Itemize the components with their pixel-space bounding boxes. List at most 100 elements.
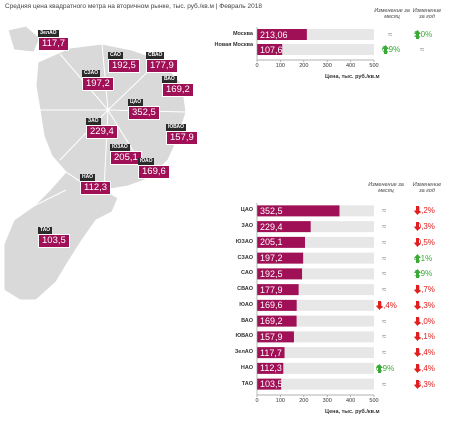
- month-change-flat: ≈: [388, 30, 393, 39]
- year-change-value: -1,3%: [414, 300, 435, 310]
- map-district-name: ТАО: [38, 227, 53, 234]
- year-change-flat: ≈: [420, 45, 425, 54]
- arrow-down-icon: [414, 300, 421, 310]
- x-axis-title: Цена, тыс. руб./кв.м: [325, 409, 380, 415]
- change-text: -1,0%: [414, 316, 435, 326]
- category-label: СВАО: [237, 286, 253, 293]
- map-district-value: 117,7: [38, 37, 70, 51]
- category-label: ЮЗАО: [235, 238, 253, 245]
- x-axis-title: Цена, тыс. руб./кв.м: [325, 74, 380, 80]
- year-change-value: 1,9%: [414, 269, 433, 279]
- bar-value-label: 192,5: [260, 268, 283, 279]
- map-label-6: ЗАО 229,4: [86, 118, 118, 139]
- arrow-up-icon: [414, 30, 421, 39]
- bar-value-label: 107,6: [260, 44, 283, 55]
- map-label-3: СЗАО 197,2: [82, 70, 114, 91]
- map-label-0: ЗелАО 117,7: [38, 30, 70, 51]
- map-district-value: 192,5: [108, 59, 140, 73]
- category-label: ЮАО: [239, 301, 253, 308]
- year-change-value: -3,3%: [414, 379, 435, 389]
- bar-value-label: 169,2: [260, 316, 283, 327]
- change-text: -1,4%: [414, 348, 435, 358]
- month-change-flat: ≈: [382, 379, 387, 389]
- map-district-value: 103,5: [38, 234, 70, 248]
- month-change-flat: ≈: [382, 237, 387, 247]
- bar-value-label: 169,6: [260, 300, 283, 311]
- x-tick-label: 0: [255, 63, 259, 69]
- map-district-name: ЮВАО: [166, 124, 186, 131]
- map-district-name: ЗАО: [86, 118, 101, 125]
- bar-value-label: 117,7: [260, 347, 282, 358]
- map-zelao: [7, 25, 41, 53]
- month-change-flat: ≈: [382, 316, 387, 326]
- x-tick-label: 200: [299, 63, 309, 69]
- x-tick-label: 300: [322, 398, 332, 404]
- category-label: Новая Москва: [214, 42, 253, 48]
- change-text: -0,3%: [414, 222, 435, 232]
- month-change-flat: ≈: [382, 285, 387, 295]
- month-change-value: 0,9%: [382, 45, 400, 54]
- map-label-2: СВАО 177,9: [146, 52, 178, 73]
- x-tick-label: 500: [369, 398, 379, 404]
- change-text: 1,9%: [414, 269, 433, 279]
- category-label: ЗелАО: [234, 349, 253, 356]
- map-label-11: ТАО 103,5: [38, 227, 70, 248]
- map-district-value: 112,3: [80, 181, 112, 195]
- arrow-down-icon: [414, 363, 421, 373]
- change-text: -1,4%: [414, 363, 435, 373]
- arrow-up-icon: [376, 363, 383, 373]
- map-district-value: 177,9: [146, 59, 178, 73]
- x-tick-label: 100: [275, 63, 285, 69]
- arrow-down-icon: [414, 348, 421, 358]
- arrow-down-icon: [376, 300, 383, 310]
- category-label: Москва: [232, 31, 253, 37]
- change-text: -0,5%: [414, 237, 435, 247]
- arrow-down-icon: [414, 206, 421, 216]
- map-district-value: 169,2: [162, 83, 194, 97]
- header-year-change: Изменение за год: [412, 8, 442, 20]
- bar-value-label: 157,9: [260, 331, 283, 342]
- month-change-flat: ≈: [382, 269, 387, 279]
- change-text: 2,0%: [414, 30, 433, 39]
- x-tick-label: 0: [255, 398, 259, 404]
- map-district-name: ЮАО: [138, 158, 155, 165]
- year-change-value: 2,0%: [414, 30, 432, 39]
- arrow-down-icon: [414, 222, 421, 232]
- bar-value-label: 205,1: [260, 237, 283, 248]
- year-change-value: -1,7%: [414, 285, 435, 295]
- category-label: ЮВАО: [235, 333, 253, 340]
- arrow-down-icon: [414, 332, 421, 342]
- month-change-flat: ≈: [382, 206, 387, 216]
- change-text: -1,3%: [414, 300, 435, 310]
- category-label: САО: [240, 270, 253, 277]
- year-change-value: 4,1%: [414, 253, 433, 263]
- change-text: -3,3%: [414, 379, 435, 389]
- map-label-4: ВАО 169,2: [162, 76, 194, 97]
- map-label-1: САО 192,5: [108, 52, 140, 73]
- change-text: 0,9%: [376, 363, 395, 373]
- header-year-change: Изменение за год: [412, 182, 442, 194]
- map-district-value: 169,6: [138, 165, 170, 179]
- page-title: Средняя цена квадратного метра на вторич…: [5, 3, 262, 10]
- bar-value-label: 103,5: [260, 379, 283, 390]
- category-label: ЦАО: [240, 207, 253, 214]
- map-district-name: ЗелАО: [38, 30, 59, 37]
- year-change-value: -1,4%: [414, 363, 435, 373]
- category-label: ТАО: [241, 380, 253, 387]
- map-label-10: НАО 112,3: [80, 174, 112, 195]
- change-text: -1,1%: [414, 332, 435, 342]
- change-text: -1,7%: [414, 285, 435, 295]
- change-text: -1,2%: [414, 206, 435, 216]
- year-change-value: -1,1%: [414, 332, 435, 342]
- bar-value-label: 213,06: [260, 29, 288, 40]
- map-district-value: 197,2: [82, 77, 114, 91]
- map-district-name: ЦАО: [128, 99, 144, 106]
- change-text: 0,9%: [382, 45, 401, 54]
- x-tick-label: 500: [369, 63, 379, 69]
- month-change-value: 0,9%: [376, 363, 395, 373]
- bar-value-label: 229,4: [260, 221, 283, 232]
- year-change-value: -1,2%: [414, 206, 435, 216]
- arrow-down-icon: [414, 316, 421, 326]
- change-text: 4,1%: [414, 253, 433, 263]
- category-label: СЗАО: [237, 254, 253, 261]
